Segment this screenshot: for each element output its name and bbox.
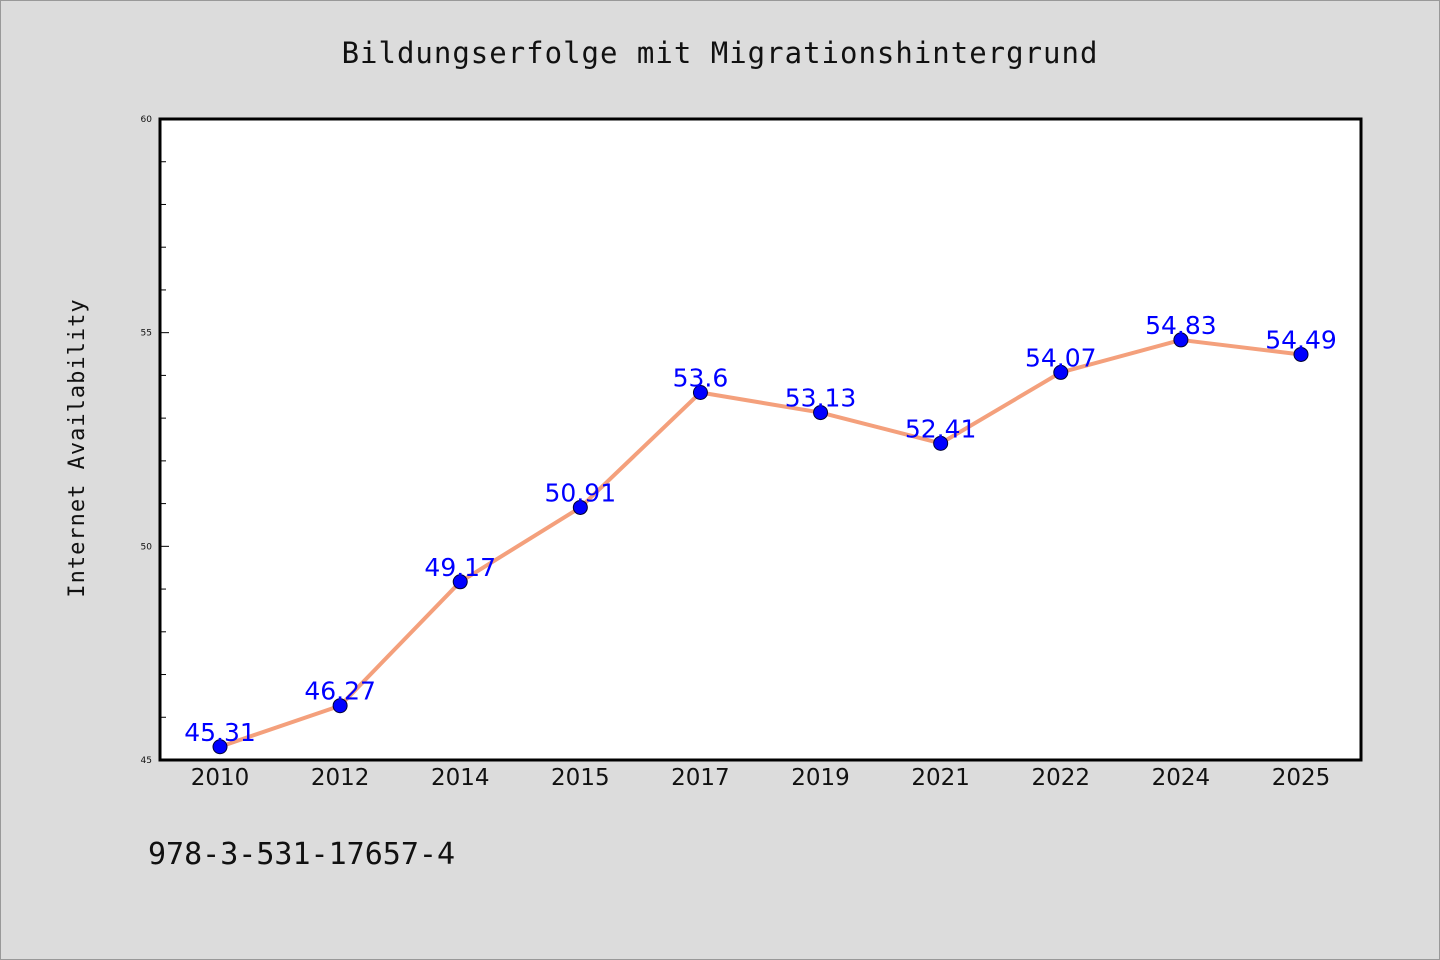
x-tick-label: 2015 — [551, 765, 610, 791]
data-labels-layer: 45.31 46.27 49.17 50.91 53.6 53.13 52.41 54.07 5… — [184, 311, 1337, 747]
data-point — [692, 384, 708, 400]
data-label: 53.13 — [785, 384, 857, 413]
data-point — [933, 435, 949, 451]
x-tick-label: 2022 — [1032, 765, 1091, 791]
data-label: 52.41 — [905, 414, 977, 443]
series-layer — [212, 332, 1309, 755]
x-axis-ticks: 2010 2012 2014 2015 2017 2019 2021 2022 2024 2025 — [191, 765, 1331, 791]
data-point — [813, 405, 829, 421]
series-line — [218, 337, 1303, 749]
data-label: 54.07 — [1025, 343, 1097, 372]
data-label: 49.17 — [424, 553, 496, 582]
data-label: 54.83 — [1145, 311, 1217, 340]
data-point — [332, 698, 348, 714]
chart-title: Bildungserfolge mit Migrationshintergrun… — [342, 36, 1099, 70]
x-tick-label: 2019 — [791, 765, 850, 791]
data-label: 53.6 — [673, 363, 729, 392]
y-axis-label: Internet Availability — [65, 298, 90, 597]
x-tick-label: 2012 — [311, 765, 370, 791]
data-point — [212, 739, 228, 755]
y-axis-ticks: 45 50 55 60 — [141, 115, 169, 766]
data-point — [1053, 364, 1069, 380]
data-point — [1173, 332, 1189, 348]
data-label: 46.27 — [304, 677, 376, 706]
y-tick-label: 55 — [141, 329, 152, 339]
x-tick-label: 2021 — [911, 765, 970, 791]
data-label: 54.49 — [1265, 325, 1337, 354]
plot-area — [158, 117, 1363, 762]
x-tick-label: 2014 — [431, 765, 490, 791]
data-point — [1293, 346, 1309, 362]
y-tick-label: 60 — [141, 115, 153, 125]
isbn-text: 978-3-531-17657-4 — [148, 837, 455, 872]
data-label: 45.31 — [184, 718, 256, 747]
data-label: 50.91 — [545, 478, 617, 507]
y-tick-label: 50 — [141, 542, 153, 552]
x-tick-label: 2025 — [1272, 765, 1331, 791]
x-tick-label: 2024 — [1152, 765, 1211, 791]
data-point — [452, 574, 468, 590]
data-point — [572, 499, 588, 515]
y-tick-label: 45 — [141, 756, 152, 766]
x-tick-label: 2017 — [671, 765, 730, 791]
x-tick-label: 2010 — [191, 765, 250, 791]
